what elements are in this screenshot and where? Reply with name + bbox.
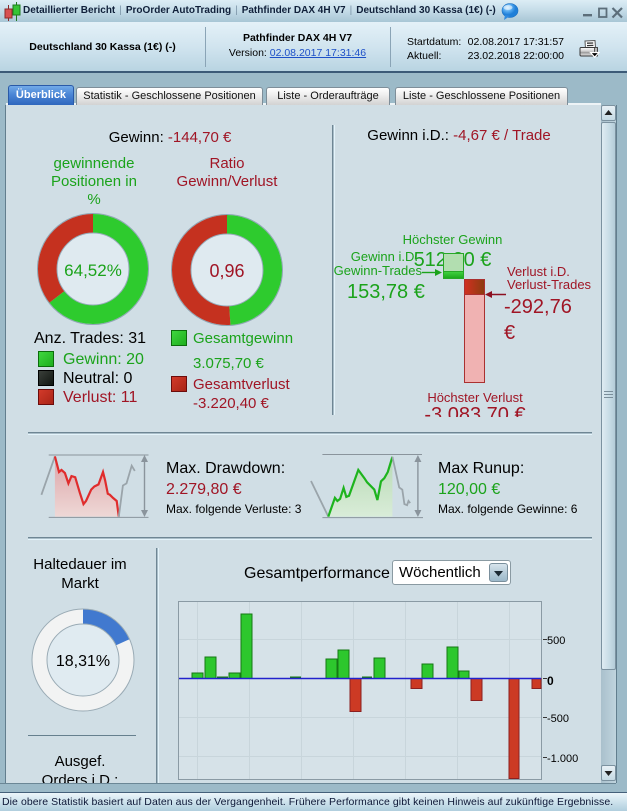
svg-text:0,96: 0,96 (209, 261, 244, 281)
svg-text:18,31%: 18,31% (56, 653, 110, 670)
svg-text:64,52%: 64,52% (64, 261, 122, 280)
